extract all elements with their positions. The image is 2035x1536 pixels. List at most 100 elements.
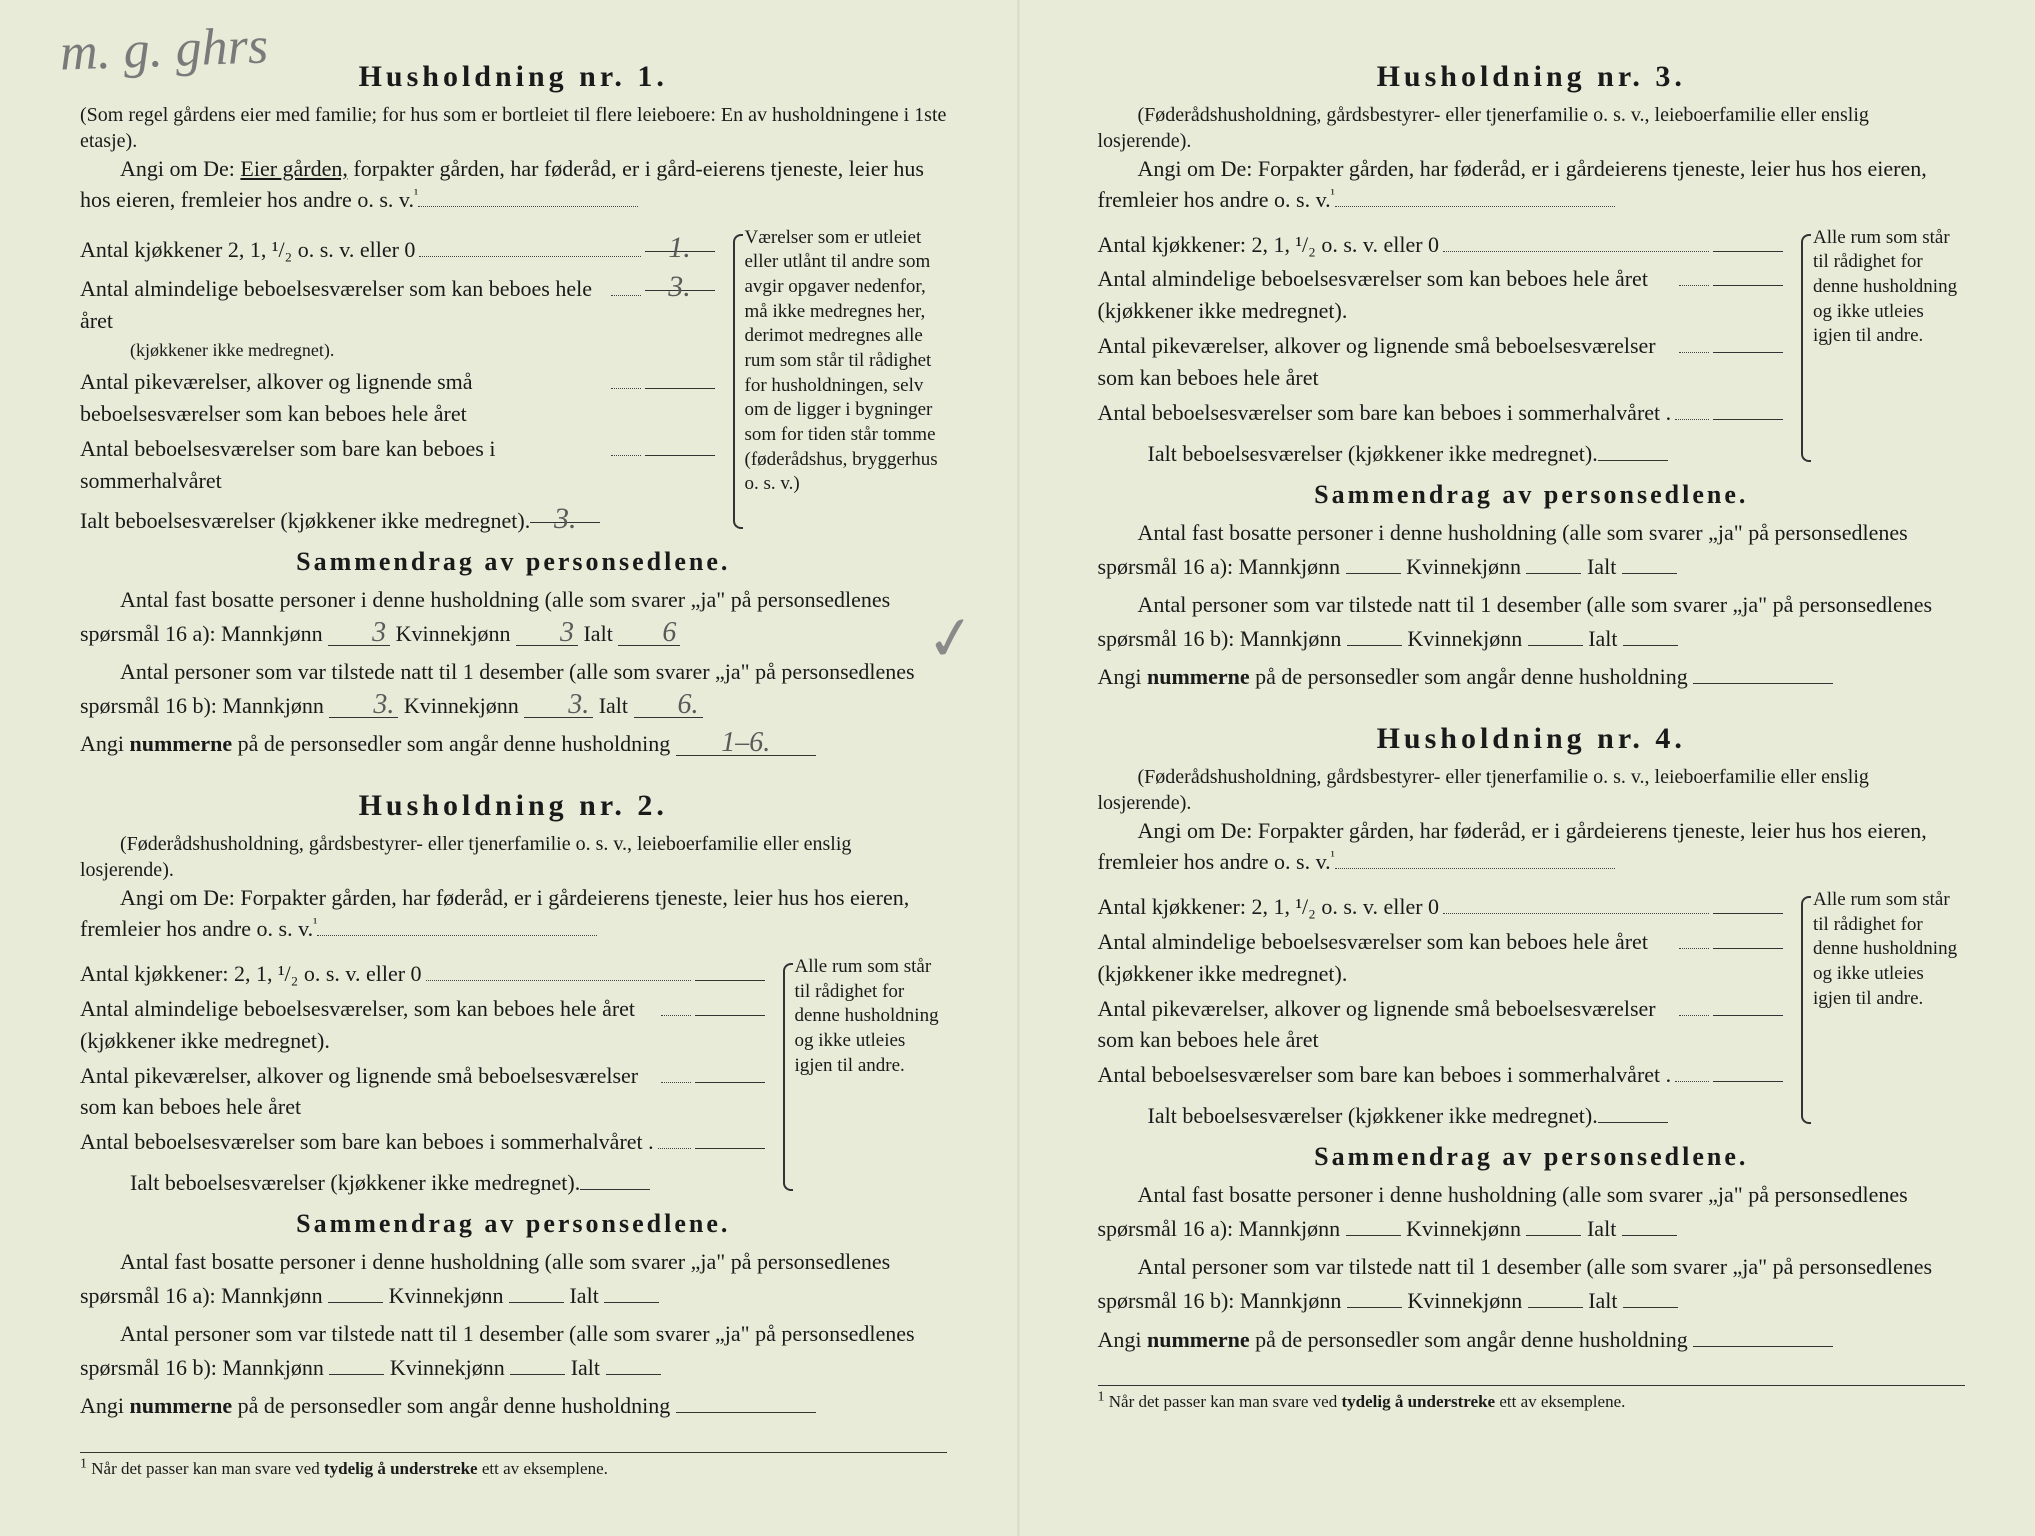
household-3-sidebox: Alle rum som står til rådighet for denne… [1795, 226, 1965, 470]
footnote-bold: tydelig å understreke [324, 1459, 478, 1478]
household-4-sum-heading: Sammendrag av personsedlene. [1098, 1142, 1966, 1172]
angi-underlined: Eier gården, [240, 156, 348, 181]
sum-line-1: Antal fast bosatte personer i denne hush… [1098, 516, 1966, 584]
kitchen-row: Antal kjøkkener 2, 1, ¹/₂ o. s. v. eller… [80, 226, 715, 266]
dots [611, 282, 641, 296]
sum-i2-label: Ialt [1588, 626, 1617, 651]
rooms3-row: Antal beboelsesværelser som bare kan beb… [80, 430, 715, 497]
sum-m1 [1346, 1214, 1401, 1236]
brace-icon [1795, 888, 1809, 1132]
sum-i2 [606, 1353, 661, 1375]
rooms1-value [1713, 923, 1783, 949]
household-1-rows: Antal kjøkkener 2, 1, ¹/₂ o. s. v. eller… [80, 226, 715, 537]
household-3-summary: Antal fast bosatte personer i denne hush… [1098, 516, 1966, 694]
angi-num-line: Angi nummerne på de personsedler som ang… [80, 1389, 947, 1423]
handwriting-annotation: m. g. ghrs [59, 16, 269, 82]
angi-num-value [1693, 662, 1833, 684]
angi-num-prefix: Angi [80, 731, 130, 756]
sidebox-text: Alle rum som står til rådighet for denne… [1813, 227, 1957, 347]
sum-i1 [604, 1281, 659, 1303]
household-3: Husholdning nr. 3. (Føderådshusholdning,… [1098, 60, 1966, 694]
rooms1-label: Antal almindelige beboelsesværelser som … [1098, 263, 1676, 327]
sum-m1 [328, 1281, 383, 1303]
total-row: Ialt beboelsesværelser (kjøkkener ikke m… [80, 1164, 765, 1199]
dots [1443, 238, 1709, 252]
angi-num-bold: nummerne [1147, 664, 1250, 689]
footnote-sup: 1 [80, 1457, 87, 1472]
rooms3-row: Antal beboelsesværelser som bare kan beb… [1098, 1056, 1784, 1091]
sum-k2 [510, 1353, 565, 1375]
footnote-rest: ett av eksemplene. [478, 1459, 608, 1478]
sum-i2 [1623, 624, 1678, 646]
dots [1675, 406, 1709, 420]
dots [611, 442, 641, 456]
rooms3-label: Antal beboelsesværelser som bare kan beb… [1098, 1059, 1672, 1091]
dots [1675, 1068, 1709, 1082]
kitchen-row: Antal kjøkkener: 2, 1, ¹/₂ o. s. v. elle… [80, 955, 765, 990]
household-1-angi: Angi om De: Eier gården, forpakter gårde… [80, 154, 947, 216]
right-page: Husholdning nr. 3. (Føderådshusholdning,… [1018, 0, 2035, 1536]
sum-k1 [1526, 552, 1581, 574]
sum-i1 [1622, 1214, 1677, 1236]
document-spread: m. g. ghrs Husholdning nr. 1. (Som regel… [0, 0, 2035, 1536]
rooms3-label: Antal beboelsesværelser som bare kan beb… [80, 1126, 654, 1158]
household-2-intro: (Føderådshusholdning, gårdsbestyrer- ell… [80, 831, 947, 883]
angi-num-rest: på de personsedler som angår denne husho… [1250, 664, 1688, 689]
household-4-sidebox: Alle rum som står til rådighet for denne… [1795, 888, 1965, 1132]
household-2-rooms-block: Antal kjøkkener: 2, 1, ¹/₂ o. s. v. elle… [80, 955, 947, 1199]
angi-num-bold: nummerne [130, 1393, 233, 1418]
rooms3-value [695, 1123, 765, 1149]
total-value [1598, 435, 1668, 461]
sum-k1: 3 [516, 624, 578, 646]
sum-k2-label: Kvinnekjønn [404, 693, 519, 718]
sum-i1-label: Ialt [583, 621, 612, 646]
sum-line-2: Antal personer som var tilstede natt til… [80, 655, 947, 723]
rooms2-label: Antal pikeværelser, alkover og lignende … [80, 366, 607, 430]
kitchen-label: Antal kjøkkener 2, 1, ¹/₂ o. s. v. eller… [80, 234, 415, 266]
rooms2-value [1713, 990, 1783, 1016]
angi-num-value [676, 1391, 816, 1413]
household-4-rooms-block: Antal kjøkkener: 2, 1, ¹/₂ o. s. v. elle… [1098, 888, 1966, 1132]
sum-i2: 6. [634, 696, 703, 718]
household-3-angi: Angi om De: Forpakter gården, har føderå… [1098, 154, 1966, 216]
angi-prefix: Angi om De: [120, 156, 240, 181]
sum-m1 [1346, 552, 1401, 574]
kitchen-value [1713, 226, 1783, 252]
kitchen-value [1713, 888, 1783, 914]
angi-num-prefix: Angi [1098, 1327, 1148, 1352]
household-2-sum-heading: Sammendrag av personsedlene. [80, 1209, 947, 1239]
rooms3-label: Antal beboelsesværelser som bare kan beb… [1098, 397, 1672, 429]
brace-icon [1795, 226, 1809, 470]
dots [419, 243, 640, 257]
rooms1-value: 3. [645, 265, 715, 291]
dots [611, 375, 641, 389]
household-3-rows: Antal kjøkkener: 2, 1, ¹/₂ o. s. v. elle… [1098, 226, 1784, 470]
household-4-rows: Antal kjøkkener: 2, 1, ¹/₂ o. s. v. elle… [1098, 888, 1784, 1132]
sum-k2 [1528, 624, 1583, 646]
footnote-text: 1 Når det passer kan man svare ved tydel… [80, 1459, 608, 1478]
dots [661, 1069, 691, 1083]
angi-num-prefix: Angi [80, 1393, 130, 1418]
household-2-summary: Antal fast bosatte personer i denne hush… [80, 1245, 947, 1423]
sum-k1 [509, 1281, 564, 1303]
rooms2-row: Antal pikeværelser, alkover og lignende … [80, 363, 715, 430]
household-3-title: Husholdning nr. 3. [1098, 60, 1966, 94]
kitchen-value: 1. [645, 226, 715, 252]
footnote-rest: ett av eksemplene. [1495, 1392, 1625, 1411]
rooms2-row: Antal pikeværelser, alkover og lignende … [1098, 327, 1784, 394]
sum-k1-label: Kvinnekjønn [389, 1283, 504, 1308]
rooms1-label: Antal almindelige beboelsesværelser, som… [80, 993, 657, 1057]
sum-m2 [1347, 624, 1402, 646]
sum-k2-label: Kvinnekjønn [1407, 1288, 1522, 1313]
rooms2-row: Antal pikeværelser, alkover og lignende … [80, 1057, 765, 1124]
sum-line-1: Antal fast bosatte personer i denne hush… [1098, 1178, 1966, 1246]
sidebox-text: Værelser som er utleiet eller utlånt til… [745, 227, 938, 495]
total-row: Ialt beboelsesværelser (kjøkkener ikke m… [1098, 435, 1784, 470]
rooms3-value [645, 430, 715, 456]
rooms1-row: Antal almindelige beboelsesværelser som … [1098, 923, 1784, 990]
sum-m1: 3 [328, 624, 390, 646]
angi-num-rest: på de personsedler som angår denne husho… [232, 1393, 670, 1418]
sum-i1-label: Ialt [569, 1283, 598, 1308]
total-value: 3. [530, 497, 600, 523]
rooms2-value [695, 1057, 765, 1083]
